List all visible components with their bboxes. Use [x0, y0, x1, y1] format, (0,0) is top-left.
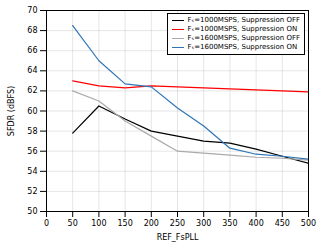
html-text:Fₛ=1000MSPS, Suppression OFF: Fₛ=1000MSPS, Suppression OFF [187, 16, 300, 24]
svg-text:66: 66 [27, 46, 37, 55]
svg-text:62: 62 [27, 86, 37, 95]
svg-text:50: 50 [68, 219, 78, 228]
svg-text:150: 150 [117, 219, 132, 228]
svg-text:60: 60 [27, 107, 37, 116]
svg-text:200: 200 [144, 219, 159, 228]
html-text:Fₛ=1600MSPS, Suppression ON: Fₛ=1600MSPS, Suppression ON [187, 43, 298, 51]
svg-text:SFDR (dBFS): SFDR (dBFS) [7, 86, 16, 136]
svg-text:54: 54 [27, 167, 37, 176]
svg-text:REF_FsPLL: REF_FsPLL [157, 233, 199, 242]
html-text:Fₛ=1600MSPS, Suppression OFF: Fₛ=1600MSPS, Suppression OFF [187, 34, 300, 42]
svg-text:0: 0 [44, 219, 49, 228]
svg-text:58: 58 [27, 127, 37, 136]
svg-text:100: 100 [91, 219, 106, 228]
html-text:Fₛ=1000MSPS, Suppression ON: Fₛ=1000MSPS, Suppression ON [187, 25, 298, 33]
svg-text:52: 52 [27, 187, 37, 196]
svg-text:350: 350 [222, 219, 237, 228]
svg-text:500: 500 [301, 219, 316, 228]
svg-text:68: 68 [27, 26, 37, 35]
svg-text:450: 450 [275, 219, 290, 228]
svg-text:250: 250 [170, 219, 185, 228]
svg-text:56: 56 [27, 147, 37, 156]
svg-text:400: 400 [248, 219, 263, 228]
svg-text:300: 300 [196, 219, 211, 228]
svg-text:64: 64 [27, 66, 37, 75]
svg-text:50: 50 [27, 207, 37, 216]
svg-text:70: 70 [27, 6, 37, 15]
